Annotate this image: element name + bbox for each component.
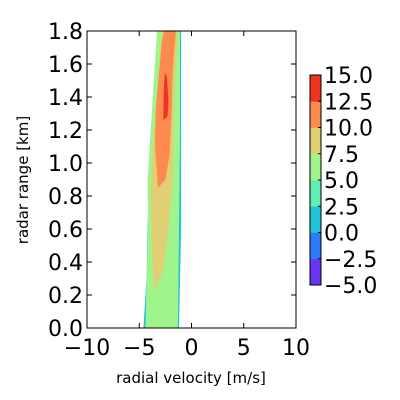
y-tick-label: 1.2 bbox=[48, 119, 83, 144]
colorbar-tick-label: −2.5 bbox=[324, 248, 377, 273]
y-tick-label: 0.8 bbox=[48, 185, 83, 210]
colorbar-tick-label: 15.0 bbox=[324, 64, 373, 89]
x-tick-label: −5 bbox=[123, 336, 155, 361]
colorbar-segment bbox=[310, 232, 321, 260]
y-tick-label: 0.6 bbox=[48, 218, 83, 243]
x-tick-label: 5 bbox=[237, 336, 251, 361]
colorbar-segment bbox=[310, 153, 321, 181]
y-axis-label: radar range [km] bbox=[14, 116, 32, 244]
y-tick-label: 0.0 bbox=[48, 317, 83, 342]
colorbar-tick-label: −5.0 bbox=[324, 274, 377, 299]
colorbar-segment bbox=[310, 180, 321, 207]
x-tick-label: −10 bbox=[64, 336, 110, 361]
colorbar-segment bbox=[310, 127, 321, 155]
y-tick-label: 1.6 bbox=[48, 53, 83, 78]
y-tick-label: 0.2 bbox=[48, 284, 83, 309]
colorbar: −5.0−2.50.02.55.07.510.012.515.0 bbox=[309, 64, 377, 299]
y-tick-label: 0.4 bbox=[48, 251, 83, 276]
colorbar-segment bbox=[310, 258, 321, 286]
colorbar-tick-label: 10.0 bbox=[324, 117, 373, 142]
contour-bands bbox=[143, 31, 182, 328]
y-axis-ticks: 0.0 0.2 0.4 0.6 0.8 1.0 1.2 1.4 1.6 1.8 bbox=[48, 20, 296, 342]
x-axis-ticks: −10 −5 0 5 10 bbox=[64, 31, 310, 361]
colorbar-tick-label: 12.5 bbox=[324, 90, 373, 115]
y-tick-label: 1.8 bbox=[48, 20, 83, 45]
colorbar-tick-label: 7.5 bbox=[324, 143, 359, 168]
colorbar-tick-label: 2.5 bbox=[324, 195, 359, 220]
colorbar-segment bbox=[310, 101, 321, 128]
y-tick-label: 1.0 bbox=[48, 152, 83, 177]
colorbar-segment bbox=[310, 75, 321, 102]
x-tick-label: 0 bbox=[185, 336, 199, 361]
contour-band-4 bbox=[163, 72, 169, 121]
x-axis-label: radial velocity [m/s] bbox=[116, 369, 266, 387]
x-tick-label: 10 bbox=[282, 336, 310, 361]
colorbar-segment bbox=[310, 206, 321, 233]
colorbar-tick-label: 0.0 bbox=[324, 222, 359, 247]
plot-frame bbox=[86, 30, 297, 329]
y-tick-label: 1.4 bbox=[48, 86, 83, 111]
colorbar-tick-label: 5.0 bbox=[324, 169, 359, 194]
